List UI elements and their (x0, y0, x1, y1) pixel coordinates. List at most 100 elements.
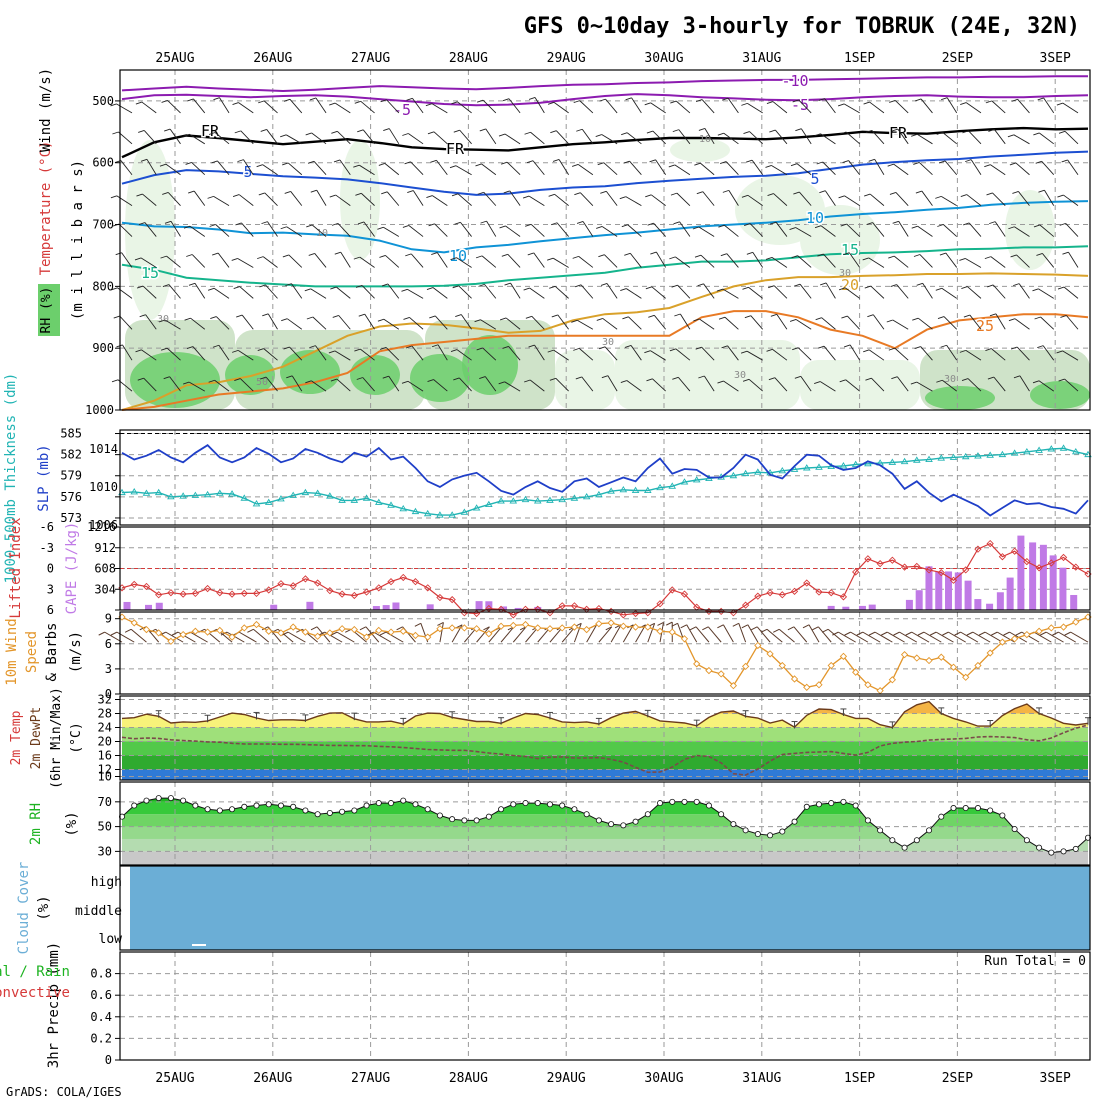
surface-wind-barb-flag (437, 621, 444, 626)
wind-speed-marker (803, 683, 811, 691)
wind-barb (797, 255, 812, 268)
surface-wind-barb-flag (702, 626, 709, 631)
humidity-marker (559, 802, 566, 809)
wind-barb (166, 347, 181, 361)
wind-barb-flag (769, 129, 776, 133)
wind-barb-flag (213, 97, 220, 101)
wind-speed-marker (974, 661, 982, 670)
cape-bar (475, 601, 483, 610)
humidity-marker (522, 800, 529, 807)
pressure-tick-label: 600 (92, 156, 114, 170)
humidity-marker (143, 797, 150, 804)
wind-barb (484, 284, 497, 299)
wind-speed-marker (314, 632, 322, 640)
wind-barb-flag (791, 255, 798, 259)
cape-bar (935, 571, 943, 610)
surface-wind-barb (1058, 631, 1077, 643)
wind-barb-flag (988, 129, 995, 132)
humidity-marker (791, 818, 798, 825)
wind-barb (627, 224, 642, 237)
surface-wind-barb (373, 631, 392, 643)
wind-barb-flag (790, 163, 798, 167)
wind-barb-flag (187, 98, 194, 102)
thickness-marker (179, 492, 187, 499)
wind-barb-flag (160, 347, 168, 351)
wind-barb-flag (892, 220, 899, 224)
wind-barb-flag (431, 344, 439, 348)
humidity-marker (216, 807, 223, 814)
humidity-marker (400, 797, 407, 804)
wind-barb-flag (382, 375, 389, 379)
wind-barb (432, 195, 448, 207)
wind-barb-flag (501, 161, 508, 165)
wind-barb-flag (110, 195, 118, 199)
wind-barb (534, 97, 545, 114)
pressure-tick-label: 700 (92, 218, 114, 232)
wind-barb (482, 99, 497, 114)
wind-barb (992, 284, 1006, 299)
wind-barb (825, 282, 836, 299)
wind-barb-flag (865, 377, 872, 381)
wind-barb (1039, 224, 1055, 237)
wind-barb (848, 252, 861, 268)
wind-barb-flag (161, 99, 168, 103)
thickness-marker (203, 490, 212, 498)
wind-barb (215, 224, 230, 237)
wind-barb-flag (111, 379, 119, 383)
wind-barb (771, 165, 788, 176)
wind-barb-flag (939, 160, 946, 164)
wind-barb-flag (595, 134, 602, 137)
upper-air-frame (119, 69, 1091, 411)
wind-speed-marker (852, 668, 860, 676)
thickness-marker (436, 511, 444, 518)
wind-barb-flag (356, 377, 363, 380)
humidity-marker (620, 822, 627, 829)
wind-barb (630, 345, 642, 361)
slp-line (121, 444, 1089, 517)
wind-barb (674, 164, 691, 176)
wind-barb (458, 285, 472, 299)
isotherm-label: -5 (393, 101, 411, 119)
cape-bar (1049, 555, 1057, 610)
wind-barb (824, 98, 836, 114)
wind-barb (241, 314, 254, 330)
surface-wind-barb-flag (310, 626, 318, 631)
wind-barb-flag (963, 314, 971, 318)
wind-barb (285, 134, 303, 145)
wind-barb-flag (188, 190, 195, 194)
wind-barb (214, 379, 230, 392)
wind-barb-flag (401, 380, 409, 384)
wind-barb (315, 345, 327, 361)
wind-barb-flag (841, 315, 848, 319)
wind-barb-flag (937, 316, 945, 319)
wind-speed-marker (644, 623, 652, 631)
wind-barb (191, 254, 206, 268)
wind-barb-flag (328, 350, 336, 354)
wind-barb (1064, 378, 1079, 392)
wind-barb (728, 190, 739, 206)
thickness-marker (644, 486, 652, 493)
wind-barb (604, 346, 618, 361)
surface-wind-barb (598, 626, 613, 643)
wind-barb-flag (234, 130, 241, 134)
surface-wind-barb-flag (787, 626, 795, 631)
surface-wind-barb-flag (1015, 631, 1022, 636)
wind-barb (217, 252, 230, 268)
wind-barb-flag (309, 345, 316, 349)
surface-wind-barb-flag (124, 628, 132, 633)
wind-barb (724, 224, 739, 237)
cloud-panel-title: Cloud Cover (16, 862, 32, 955)
wind-barb-flag (985, 100, 992, 104)
wind-barb-flag (694, 162, 701, 166)
wind-barb (554, 285, 569, 299)
cape-bar (842, 606, 850, 610)
wind-barb-flag (674, 313, 681, 317)
wind-barb-flag (186, 346, 194, 350)
wind-barb (871, 377, 885, 392)
wind-barb (577, 319, 594, 330)
temperature-frame (119, 695, 1091, 781)
wind-barb-flag (306, 316, 314, 320)
wind-barb-flag (283, 98, 291, 102)
wind-barb-flag (571, 163, 579, 167)
wind-barb (286, 318, 303, 330)
